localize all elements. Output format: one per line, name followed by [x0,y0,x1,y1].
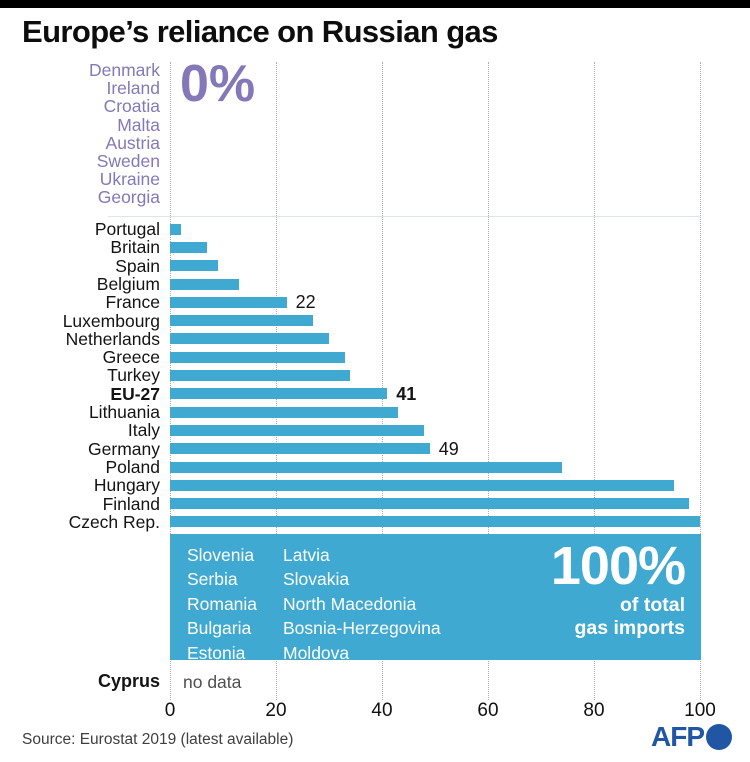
full-country-label: Moldova [283,642,350,663]
x-tick-label: 20 [265,700,287,721]
bar-label-belgium: Belgium [96,273,160,294]
zero-countries-list: Denmark Ireland Croatia Malta Austria Sweden U… [0,61,160,207]
zero-country-label: Georgia [97,187,160,208]
bar-france [170,296,287,308]
bar-poland [170,461,563,473]
full-country-label: Bulgaria [187,618,252,639]
full-sub-line-2: gas imports [574,617,685,639]
bar-belgium [170,278,239,290]
full-country-label: Estonia [187,642,246,663]
bar-britain [170,241,208,253]
bar-spain [170,260,218,272]
gridline-100 [700,62,701,700]
bar-label-britain: Britain [110,237,160,258]
afp-logo: AFP [651,722,732,752]
bar-portugal [170,223,181,235]
zero-country-label: Austria [105,132,160,153]
full-sub-line-1: of total [620,594,685,616]
full-country-label: Romania [187,593,258,614]
source-credit: Source: Eurostat 2019 (latest available) [22,731,294,748]
bar-label-hungary: Hungary [93,475,160,496]
bar-germany [170,443,430,455]
bar-czech-rep- [170,516,700,528]
x-tick-label: 60 [477,700,499,721]
bar-label-finland: Finland [102,493,160,514]
bar-netherlands [170,333,329,345]
full-country-label: North Macedonia [283,593,417,614]
afp-logo-circle-icon [706,724,732,750]
bar-italy [170,424,425,436]
full-countries-column-1: Slovenia Serbia Romania Bulgaria Estonia [187,543,257,665]
bar-label-luxembourg: Luxembourg [62,310,160,331]
bar-hungary [170,479,674,491]
bar-label-netherlands: Netherlands [65,328,160,349]
bar-label-poland: Poland [105,456,161,477]
bar-label-france: France [105,292,160,313]
full-country-label: Serbia [187,569,238,590]
full-country-label: Latvia [283,545,330,565]
no-data-value: no data [183,672,242,692]
bar-label-spain: Spain [115,255,160,276]
section-divider [108,216,700,217]
x-tick-label: 40 [371,700,393,721]
bar-value-label: 41 [396,383,417,404]
zero-country-label: Denmark [89,60,160,80]
zero-country-label: Ukraine [99,169,160,190]
gridline-80 [594,62,595,700]
full-percent-block: 100% of total gas imports [550,536,686,640]
zero-country-label: Malta [117,114,160,135]
bar-label-greece: Greece [102,347,160,368]
full-country-label: Bosnia-Herzegovina [283,618,441,639]
bar-value-label: 49 [438,438,459,459]
bar-label-turkey: Turkey [107,365,160,386]
hundred-percent-label: 100% [550,536,686,596]
top-rule [0,0,750,8]
full-countries-column-2: Latvia Slovakia North Macedonia Bosnia-Herz… [283,543,441,665]
bar-lithuania [170,406,398,418]
full-country-label: Slovakia [283,569,350,590]
no-data-country-label: Cyprus [97,671,160,691]
bar-label-czech-rep-: Czech Rep. [68,511,160,532]
bar-finland [170,498,690,510]
page-title: Europe’s reliance on Russian gas [22,14,498,49]
gridline-60 [488,62,489,700]
zero-country-label: Croatia [103,96,160,117]
x-tick-label: 100 [684,700,716,721]
full-country-label: Slovenia [187,545,255,565]
bar-greece [170,351,345,363]
x-tick-label: 0 [164,700,176,721]
zero-country-label: Ireland [106,78,160,99]
bar-label-germany: Germany [88,438,160,459]
bar-turkey [170,370,351,382]
zero-percent-label: 0% [180,55,256,113]
full-imports-box: Slovenia Serbia Romania Bulgaria Estonia Lat… [170,534,701,663]
bar-label-portugal: Portugal [94,219,160,239]
zero-country-label: Sweden [96,151,160,172]
afp-logo-text: AFP [651,721,705,752]
bar-label-lithuania: Lithuania [88,402,160,422]
gridline-40 [382,62,383,700]
bar-label-italy: Italy [127,420,160,441]
x-tick-label: 80 [583,700,605,721]
bar-value-label: 22 [295,292,316,313]
bar-luxembourg [170,315,314,327]
bar-label-eu-27: EU-27 [110,383,160,404]
bar-eu-27 [170,388,388,400]
